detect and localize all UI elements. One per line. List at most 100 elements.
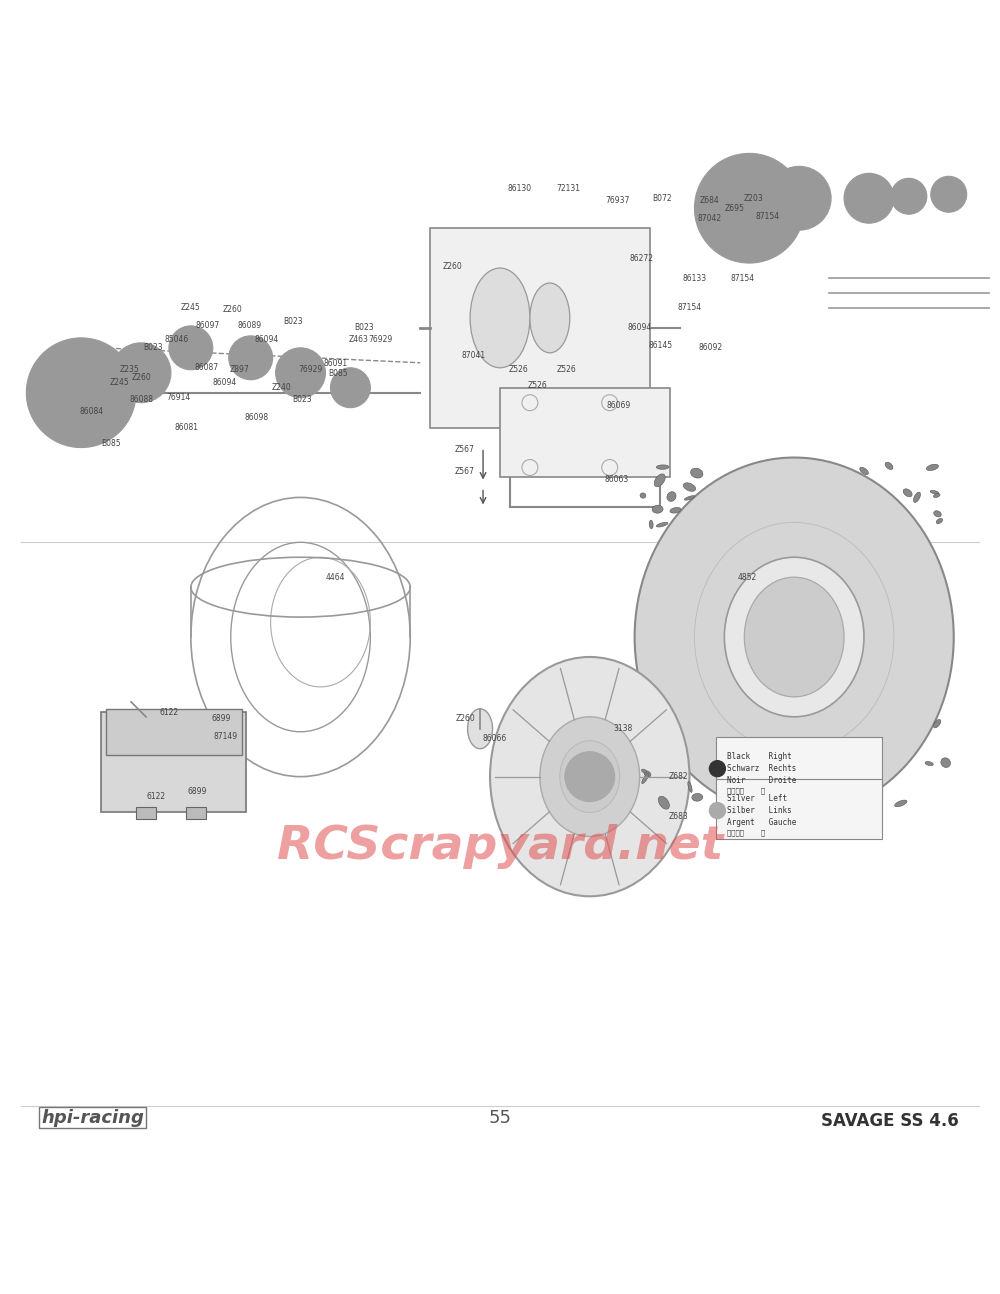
Circle shape [931,176,967,212]
Text: 86088: 86088 [130,395,154,404]
Circle shape [844,173,894,223]
Ellipse shape [490,657,689,897]
Text: 86063: 86063 [605,475,629,484]
Text: 86133: 86133 [682,273,707,282]
Text: 6122: 6122 [146,792,166,801]
Text: B023: B023 [355,324,374,333]
Text: Black    Right: Black Right [727,752,792,761]
Ellipse shape [656,465,669,470]
Ellipse shape [656,523,668,527]
Ellipse shape [530,283,570,353]
Ellipse shape [560,740,620,813]
FancyBboxPatch shape [106,709,242,754]
Text: 6122: 6122 [159,708,178,717]
Text: 86094: 86094 [213,378,237,387]
Ellipse shape [744,577,844,697]
Text: 72131: 72131 [557,184,581,193]
Text: Z695: Z695 [724,203,744,212]
Ellipse shape [936,519,943,524]
Ellipse shape [925,761,933,766]
Text: シルバー    左: シルバー 左 [727,829,766,836]
Ellipse shape [684,496,695,501]
Circle shape [694,154,804,263]
Circle shape [26,338,136,448]
Text: 76937: 76937 [605,195,630,204]
FancyBboxPatch shape [716,779,882,840]
Text: 86097: 86097 [196,321,220,330]
Text: B085: B085 [101,439,121,448]
Text: 87149: 87149 [214,732,238,741]
Circle shape [767,167,831,230]
Text: B085: B085 [329,369,348,378]
FancyBboxPatch shape [186,806,206,819]
Text: B023: B023 [143,343,163,352]
Ellipse shape [470,268,530,367]
Ellipse shape [941,758,950,767]
Text: Silver   Left: Silver Left [727,793,787,802]
Ellipse shape [640,493,646,498]
FancyBboxPatch shape [136,806,156,819]
Ellipse shape [885,462,893,470]
Text: Silber   Links: Silber Links [727,806,792,814]
Text: 86084: 86084 [79,408,103,417]
Ellipse shape [934,511,941,516]
Text: B023: B023 [283,317,302,326]
Text: 4464: 4464 [326,573,345,582]
Text: SAVAGE SS 4.6: SAVAGE SS 4.6 [821,1112,959,1130]
FancyBboxPatch shape [101,712,246,811]
FancyBboxPatch shape [716,736,882,797]
Ellipse shape [903,489,912,497]
Ellipse shape [721,801,732,805]
Text: 3138: 3138 [613,725,632,734]
Text: B023: B023 [293,395,312,404]
Text: 86087: 86087 [195,364,219,373]
Text: hpi-racing: hpi-racing [41,1109,144,1127]
Text: Z526: Z526 [528,382,548,391]
Circle shape [342,379,358,396]
Circle shape [859,189,879,208]
Text: Z260: Z260 [455,714,475,723]
Text: Schwarz  Rechts: Schwarz Rechts [727,763,797,773]
Circle shape [56,367,106,418]
Ellipse shape [468,709,493,749]
Text: 86094: 86094 [627,324,652,333]
Text: Z684: Z684 [700,195,719,204]
Text: 86094: 86094 [255,335,279,344]
Circle shape [181,338,201,358]
Text: Noir     Droite: Noir Droite [727,775,797,784]
Text: 76929: 76929 [298,365,323,374]
Text: 87154: 87154 [730,273,754,282]
Text: Argent   Gauche: Argent Gauche [727,818,797,827]
Ellipse shape [654,474,665,487]
Circle shape [902,189,916,203]
Ellipse shape [895,800,907,806]
Text: Z245: Z245 [181,304,201,312]
Text: 6899: 6899 [187,787,207,796]
Text: Z260: Z260 [132,373,152,382]
Text: 86145: 86145 [648,342,673,351]
Text: 86066: 86066 [483,734,507,743]
Circle shape [330,367,370,408]
Ellipse shape [860,467,868,475]
Circle shape [241,348,261,367]
Text: 87042: 87042 [697,214,721,223]
Ellipse shape [670,507,681,514]
Ellipse shape [691,468,703,477]
Text: 86089: 86089 [238,321,262,330]
Text: 86091: 86091 [323,360,348,369]
Circle shape [291,362,311,383]
Text: Z567: Z567 [454,445,474,454]
Ellipse shape [644,771,651,776]
FancyBboxPatch shape [500,388,670,477]
Circle shape [891,179,927,215]
Ellipse shape [692,793,703,801]
Text: 86081: 86081 [175,423,199,432]
Circle shape [276,348,325,397]
Ellipse shape [652,505,663,514]
Circle shape [709,802,725,819]
Text: 85046: 85046 [165,335,189,344]
Ellipse shape [683,483,696,492]
Ellipse shape [635,458,954,817]
Text: 87041: 87041 [461,351,485,360]
Text: Z203: Z203 [743,194,763,203]
